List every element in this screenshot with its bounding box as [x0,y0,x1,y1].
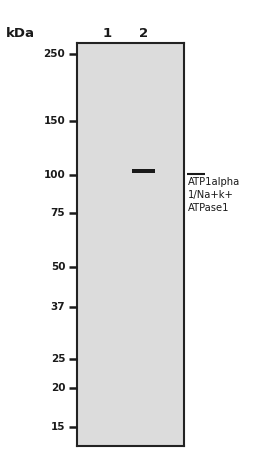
Text: 2: 2 [139,27,148,40]
Text: 250: 250 [44,48,65,58]
Text: 50: 50 [51,262,65,272]
Text: 150: 150 [44,117,65,126]
Text: ATP1alpha
1/Na+k+
ATPase1: ATP1alpha 1/Na+k+ ATPase1 [188,177,240,213]
Text: 25: 25 [51,354,65,364]
Text: kDa: kDa [6,27,35,40]
Text: 75: 75 [51,208,65,218]
Text: 100: 100 [44,170,65,180]
Text: 15: 15 [51,422,65,431]
Text: 37: 37 [51,302,65,312]
Bar [132,169,155,173]
Text: 20: 20 [51,383,65,393]
Text: 1: 1 [102,27,111,40]
